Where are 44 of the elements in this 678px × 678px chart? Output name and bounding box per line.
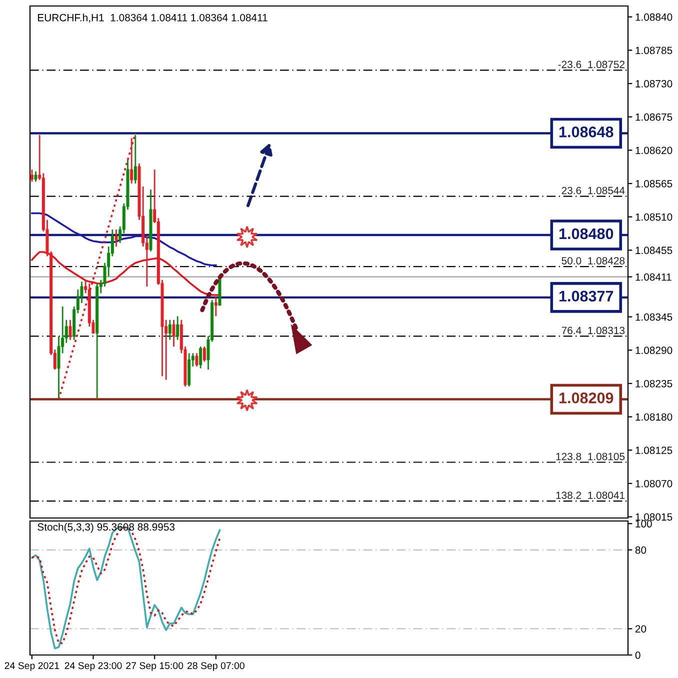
y-tick-label: 1.08125: [636, 446, 672, 454]
ref-line-label: 138.2 1.08041: [556, 492, 625, 499]
candlestick: [30, 168, 34, 182]
x-tick-label: 28 Sep 07:00: [187, 662, 244, 672]
ref-line-label: 1.08377: [559, 290, 614, 302]
y-tick-label: 1.08235: [636, 380, 672, 388]
y-tick-label: 1.08411: [636, 273, 672, 281]
y-tick-label: 1.08015: [636, 513, 672, 521]
y-tick-label: 1.08510: [636, 213, 672, 221]
candlestick: [134, 134, 137, 184]
ref-line-label: 123.8 1.08105: [556, 452, 625, 460]
y-tick-label: 1.08620: [636, 146, 672, 154]
x-tick-label: 24 Sep 23:00: [64, 662, 122, 672]
candlestick: [202, 346, 206, 362]
y-tick-label: 1.08730: [636, 80, 672, 88]
ref-line-label: 1.08209: [559, 392, 614, 404]
ref-line-label: 76.4 1.08313: [562, 326, 625, 334]
y-tick-label: 1.08785: [636, 46, 672, 54]
y-tick-label: 1.08565: [636, 180, 672, 188]
ref-line-label: 23.6 1.08544: [562, 186, 625, 194]
x-tick-label: 27 Sep 15:00: [126, 662, 184, 672]
line-series: [31, 212, 217, 266]
y-tick-label: 20: [635, 625, 646, 633]
ref-line-label: -23.6 1.08752: [558, 60, 624, 68]
candlestick: [130, 137, 134, 184]
y-tick-label: 1.08840: [636, 13, 672, 21]
y-tick-label: 100: [636, 520, 652, 528]
candlestick: [199, 346, 202, 370]
y-tick-label: 1.08675: [636, 113, 672, 121]
candlestick: [176, 316, 180, 341]
chart-title: Stoch(5,3,3) 95.3608 88.9953: [38, 523, 175, 533]
ref-line-label: 50.0 1.08428: [562, 257, 625, 264]
ref-line-label: 1.08480: [559, 228, 614, 240]
ref-line-label: 1.08648: [559, 126, 614, 138]
x-tick-label: 24 Sep 2021: [4, 662, 60, 672]
y-tick-label: 80: [635, 546, 646, 554]
candlestick: [168, 319, 172, 341]
y-tick-label: 1.08290: [636, 346, 672, 354]
y-tick-label: 1.08455: [636, 246, 672, 254]
y-tick-label: 0: [635, 652, 640, 659]
y-tick-label: 1.08070: [636, 480, 672, 488]
y-tick-label: 1.08345: [636, 313, 672, 321]
text: EURCHF.h,H1 1.08364 1.08411 1.08364 1.08411: [38, 14, 268, 23]
y-tick-label: 1.08180: [636, 413, 672, 421]
